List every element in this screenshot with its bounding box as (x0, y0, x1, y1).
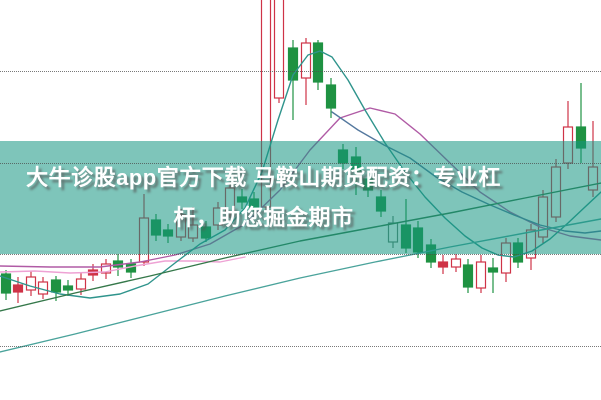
candle-body (562, 126, 574, 164)
candle-body (50, 279, 62, 293)
candle-body (587, 166, 599, 191)
promo-text-line2: 杆，助您掘金期市 (173, 205, 354, 230)
candle-body (0, 273, 12, 294)
candle-body (273, 0, 285, 99)
candle-body (25, 276, 37, 291)
candle-body (62, 285, 74, 291)
candle-body (525, 229, 537, 259)
candle-body (450, 258, 462, 268)
candle-body (300, 42, 312, 79)
candle-body (475, 261, 487, 289)
candle-body (325, 84, 337, 109)
candle-body (75, 278, 87, 290)
candle-body (537, 196, 549, 238)
candle-body (487, 267, 499, 273)
candle-body (575, 126, 587, 149)
candle-body (12, 284, 24, 293)
candle-body (100, 263, 112, 274)
candle-body (287, 47, 299, 81)
candle-body (462, 264, 474, 288)
promo-banner-text: 大牛诊股app官方下载 马鞍山期货配资：专业杠 杆，助您掘金期市 (0, 144, 527, 252)
promo-text-line1: 大牛诊股app官方下载 马鞍山期货配资：专业杠 (26, 165, 501, 190)
candle-body (437, 261, 449, 268)
candle-body (312, 42, 324, 83)
ma-teal (0, 50, 601, 299)
